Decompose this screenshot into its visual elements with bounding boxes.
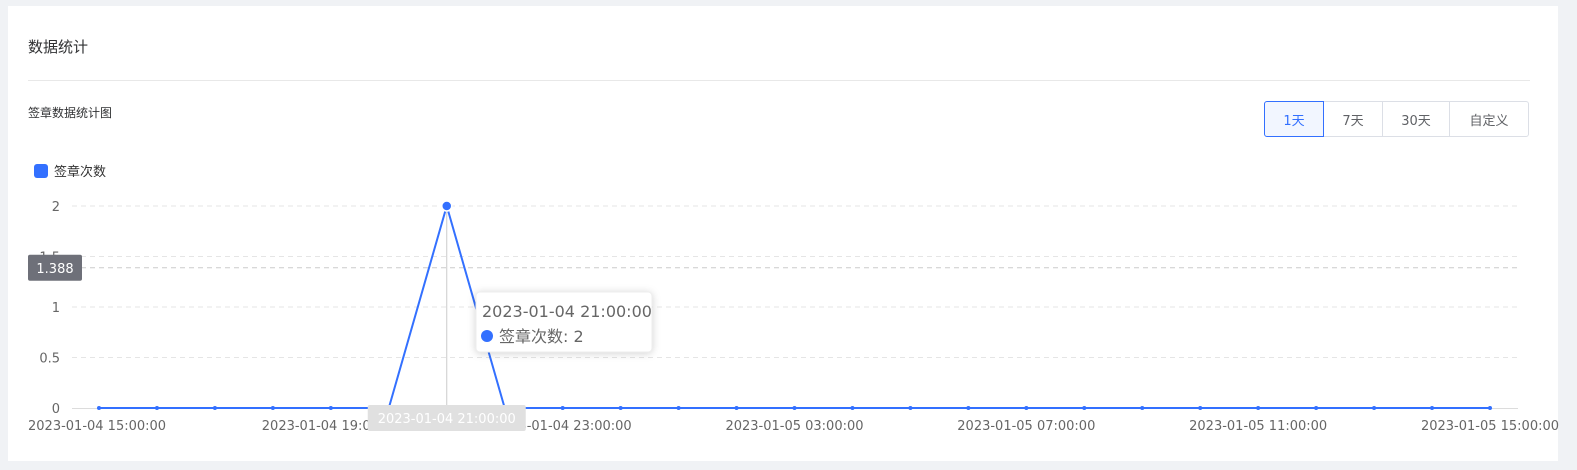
- data-point[interactable]: [1488, 406, 1492, 410]
- chart-tooltip: 2023-01-04 21:00:00 签章次数: 2: [475, 291, 653, 353]
- y-tick-label: 0.5: [39, 352, 60, 367]
- x-tick-label: 2023-01-04 15:00:00: [28, 419, 166, 434]
- axis-pointer-x-label: 2023-01-04 21:00:00: [378, 412, 516, 427]
- tooltip-box: [475, 291, 653, 353]
- data-point[interactable]: [1082, 406, 1087, 410]
- x-tick-label: 2023-01-05 11:00:00: [1189, 419, 1327, 434]
- data-point[interactable]: [1430, 406, 1435, 410]
- legend-swatch[interactable]: [34, 164, 48, 178]
- data-point[interactable]: [734, 406, 739, 410]
- data-point[interactable]: [212, 406, 217, 410]
- card-divider: [28, 80, 1530, 81]
- data-point[interactable]: [1256, 406, 1261, 410]
- axis-pointer: [72, 206, 1518, 408]
- tooltip-title: 2023-01-04 21:00:00: [482, 302, 652, 321]
- chart-section-title: 签章数据统计图: [28, 106, 113, 120]
- tooltip-marker: [481, 330, 493, 342]
- data-point[interactable]: [1140, 406, 1145, 410]
- range-30-day-button[interactable]: 30天: [1382, 101, 1450, 137]
- axis-pointer-y-label: 1.388: [36, 262, 73, 277]
- chart-grid: [72, 205, 1518, 358]
- data-point[interactable]: [1024, 406, 1029, 410]
- statistics-card: 数据统计 签章数据统计图 1天 7天 30天 自定义: [8, 6, 1558, 461]
- tooltip-value: 签章次数: 2: [499, 327, 584, 346]
- data-point[interactable]: [850, 406, 855, 410]
- range-custom-button[interactable]: 自定义: [1449, 101, 1529, 137]
- range-1-day-button[interactable]: 1天: [1264, 101, 1324, 137]
- data-point[interactable]: [270, 406, 275, 410]
- card-title: 数据统计: [28, 38, 89, 56]
- range-7-day-button[interactable]: 7天: [1323, 101, 1383, 137]
- time-range-selector: 1天 7天 30天 自定义: [1264, 101, 1529, 137]
- data-point[interactable]: [966, 406, 971, 410]
- chart-legend[interactable]: 签章次数: [34, 164, 106, 180]
- x-tick-label: 2023-01-05 15:00:00: [1421, 419, 1559, 434]
- axis-pointer-labels: 2023-01-04 21:00:00 1.388: [28, 254, 526, 431]
- x-tick-label: 2023-01-04 23:00:00: [494, 419, 632, 434]
- y-tick-label: 1: [52, 301, 60, 316]
- data-point[interactable]: [1314, 406, 1319, 410]
- axis-pointer-y-label-bg: [28, 254, 82, 281]
- data-point[interactable]: [676, 406, 681, 410]
- axis-pointer-x-label-bg: [367, 405, 526, 431]
- x-tick-label: 2023-01-04 19:00:00: [262, 419, 400, 434]
- data-point[interactable]: [908, 406, 913, 410]
- legend-label[interactable]: 签章次数: [54, 164, 106, 180]
- data-point[interactable]: [792, 406, 797, 410]
- data-point[interactable]: [618, 406, 623, 410]
- y-tick-label: 0: [52, 402, 60, 417]
- y-axis: 00.511.52: [39, 200, 60, 417]
- x-tick-label: 2023-01-05 03:00:00: [725, 419, 863, 434]
- data-point[interactable]: [441, 200, 453, 212]
- x-axis: 2023-01-04 15:00:00 2023-01-04 19:00:00 20…: [28, 408, 1559, 434]
- x-tick-label: 2023-01-05 07:00:00: [957, 419, 1095, 434]
- data-point[interactable]: [560, 406, 565, 410]
- series-points[interactable]: [97, 200, 1492, 410]
- y-tick-label: 2: [52, 200, 60, 215]
- data-point[interactable]: [154, 406, 159, 410]
- data-point[interactable]: [97, 406, 101, 410]
- data-point[interactable]: [328, 406, 333, 410]
- data-point[interactable]: [1372, 406, 1377, 410]
- data-point[interactable]: [1198, 406, 1203, 410]
